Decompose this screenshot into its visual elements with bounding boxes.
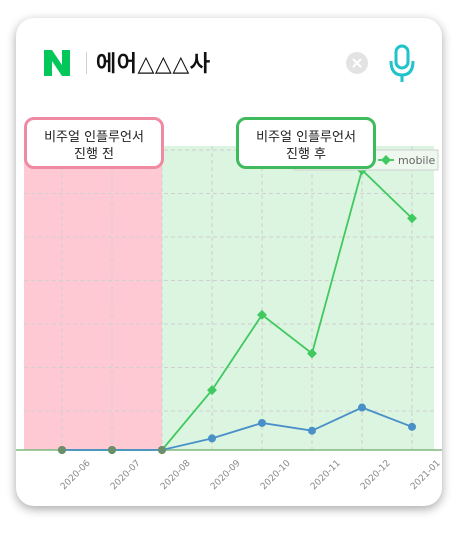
series-line-1 <box>62 406 413 451</box>
callout-after: 비주얼 인플루언서 진행 후 <box>236 117 376 169</box>
callout-after-line1: 비주얼 인플루언서 <box>256 130 356 145</box>
data-point <box>58 446 66 454</box>
x-tick-label: 2020-07 <box>109 458 143 492</box>
after-region <box>162 146 434 450</box>
search-volume-chart: 2020-06 2020-07 2020-08 2020-09 2020-10 2020-… <box>16 146 442 492</box>
legend-mobile-label: mobile <box>398 154 436 167</box>
callout-before-line1: 비주얼 인플루언서 <box>44 130 144 145</box>
data-point <box>258 418 266 427</box>
data-point <box>407 213 417 224</box>
x-tick-label: 2020-08 <box>159 458 193 492</box>
data-point <box>308 426 316 435</box>
data-point <box>257 309 267 320</box>
x-tick-label: 2020-11 <box>309 458 343 492</box>
data-point <box>108 446 116 454</box>
microphone-icon[interactable] <box>388 44 416 84</box>
before-region <box>24 146 162 450</box>
clear-button[interactable] <box>346 52 368 74</box>
x-tick-label: 2020-09 <box>209 458 243 492</box>
x-tick-label: 2020-06 <box>59 458 93 492</box>
search-divider <box>86 52 87 74</box>
data-point <box>158 446 166 454</box>
data-point <box>358 403 366 412</box>
data-point <box>207 385 217 396</box>
x-tick-label: 2021-01 <box>409 458 442 492</box>
callout-before: 비주얼 인플루언서 진행 전 <box>24 117 164 169</box>
naver-logo-icon <box>44 50 70 76</box>
data-point <box>208 434 216 443</box>
search-bar[interactable]: 에어△△△사 <box>16 18 442 110</box>
callout-after-line2: 진행 후 <box>285 147 326 162</box>
close-icon <box>352 58 362 68</box>
callout-before-line2: 진행 전 <box>73 147 114 162</box>
x-tick-label: 2020-12 <box>359 458 393 492</box>
search-input[interactable]: 에어△△△사 <box>96 52 211 77</box>
search-result-card: 에어△△△사 2020-06 2020-07 2020-08 2020-09 2020-… <box>16 18 442 506</box>
data-point <box>408 422 416 431</box>
x-tick-label: 2020-10 <box>259 458 293 492</box>
